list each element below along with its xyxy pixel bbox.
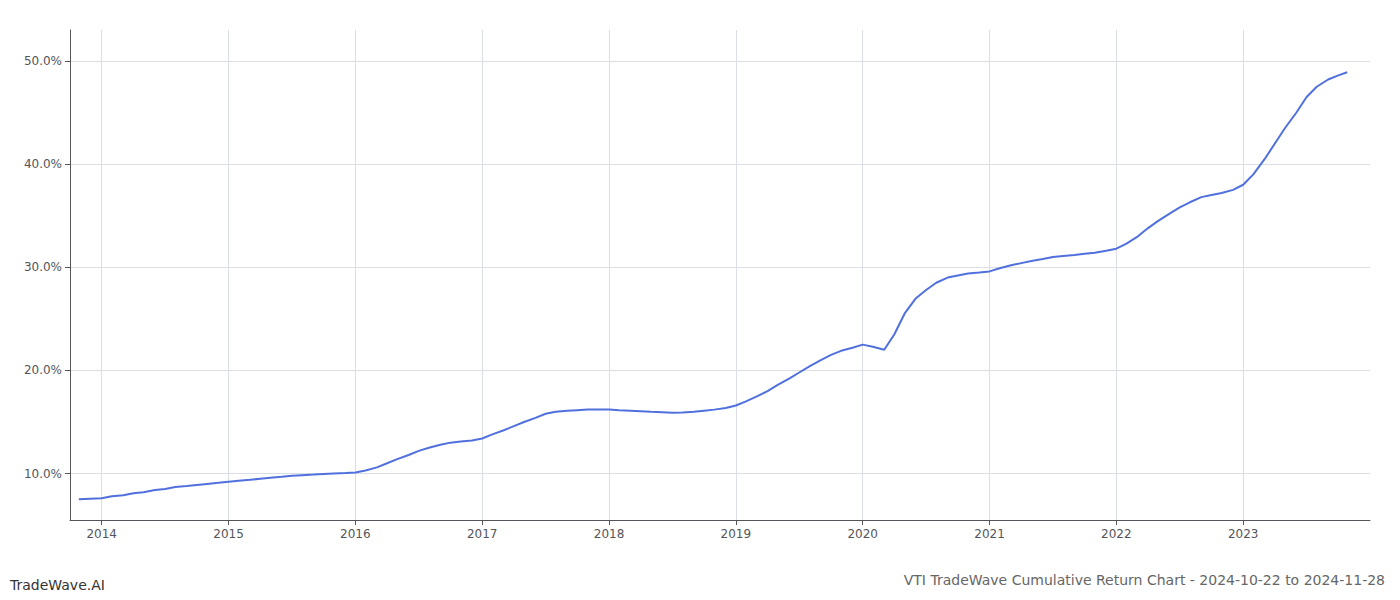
svg-text:2020: 2020 (847, 527, 878, 541)
svg-text:VTI TradeWave Cumulative Retur: VTI TradeWave Cumulative Return Chart - … (904, 572, 1385, 588)
svg-text:40.0%: 40.0% (24, 157, 62, 171)
svg-text:2017: 2017 (467, 527, 498, 541)
svg-text:2019: 2019 (721, 527, 752, 541)
svg-text:2015: 2015 (213, 527, 244, 541)
svg-text:2018: 2018 (594, 527, 625, 541)
svg-text:2016: 2016 (340, 527, 371, 541)
svg-text:2023: 2023 (1228, 527, 1259, 541)
svg-text:50.0%: 50.0% (24, 54, 62, 68)
svg-text:2021: 2021 (974, 527, 1005, 541)
svg-text:TradeWave.AI: TradeWave.AI (9, 577, 105, 593)
svg-text:20.0%: 20.0% (24, 363, 62, 377)
svg-text:2022: 2022 (1101, 527, 1132, 541)
svg-text:10.0%: 10.0% (24, 467, 62, 481)
svg-text:2014: 2014 (86, 527, 117, 541)
svg-text:30.0%: 30.0% (24, 260, 62, 274)
